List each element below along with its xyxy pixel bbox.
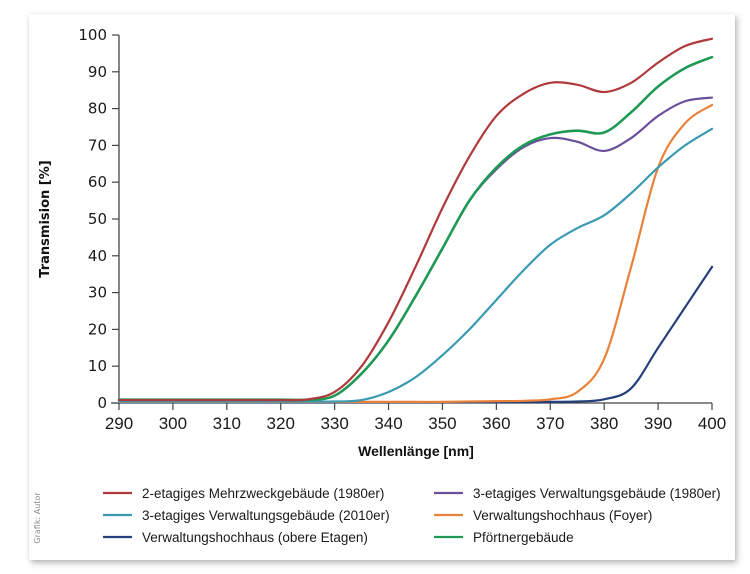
legend-item: 2-etagiges Mehrzweckgebäude (1980er) [103, 486, 384, 501]
y-tick-label: 80 [88, 100, 107, 118]
x-tick-label: 390 [644, 414, 672, 433]
axes: 0 10 20 30 40 50 60 70 80 90 100 290 300 310 320 330 340… [78, 26, 726, 433]
legend-item: Pförtnergebäude [434, 530, 574, 545]
legend-label: Verwaltungshochhaus (obere Etagen) [142, 530, 368, 545]
legend-label: Verwaltungshochhaus (Foyer) [473, 508, 652, 523]
legend-item: Verwaltungshochhaus (Foyer) [434, 508, 652, 523]
y-tick-label: 100 [78, 26, 107, 44]
series-layer [117, 37, 714, 404]
series-line-verwaltungshochhaus-foyer [117, 103, 714, 404]
x-tick-label: 310 [213, 414, 241, 433]
x-tick-label: 290 [105, 414, 133, 433]
x-tick-label: 300 [159, 414, 187, 433]
x-tick-label: 330 [320, 414, 348, 433]
legend: 2-etagiges Mehrzweckgebäude (1980er) 3-et… [103, 486, 721, 545]
legend-label: Pförtnergebäude [473, 530, 574, 545]
y-tick-label: 60 [88, 173, 107, 191]
x-tick-label: 360 [482, 414, 510, 433]
series-line-2-etagiges-mehrzweckgeb-ude-1980er [117, 37, 714, 402]
series-line-3-etagiges-verwaltungsgeb-ude-1980er [117, 96, 714, 402]
x-tick-label: 350 [428, 414, 456, 433]
y-tick-label: 20 [88, 320, 107, 338]
series-line-verwaltungshochhaus-obere-etagen [117, 265, 714, 404]
series-line-pf-rtnergeb-ude [117, 55, 714, 402]
legend-item: 3-etagiges Verwaltungsgebäude (1980er) [434, 486, 721, 501]
legend-label: 2-etagiges Mehrzweckgebäude (1980er) [142, 486, 384, 501]
series-line-3-etagiges-verwaltungsgeb-ude-2010er [117, 127, 714, 403]
legend-item: Verwaltungshochhaus (obere Etagen) [103, 530, 368, 545]
x-axis-title: Wellenlänge [nm] [358, 443, 474, 459]
x-tick-label: 380 [590, 414, 618, 433]
x-tick-label: 370 [536, 414, 564, 433]
x-tick-label: 400 [698, 414, 726, 433]
legend-label: 3-etagiges Verwaltungsgebäude (2010er) [142, 508, 390, 523]
y-tick-label: 30 [88, 284, 107, 302]
y-tick-label: 0 [97, 394, 107, 412]
x-tick-label: 340 [374, 414, 402, 433]
y-tick-label: 10 [88, 357, 107, 375]
y-tick-label: 90 [88, 63, 107, 81]
y-tick-label: 40 [88, 247, 107, 265]
credit-text: Grafik: Autor [33, 492, 42, 544]
chart-card [29, 14, 735, 560]
y-axis-title: Transmision [%] [38, 160, 53, 277]
legend-item: 3-etagiges Verwaltungsgebäude (2010er) [103, 508, 390, 523]
y-tick-label: 50 [88, 210, 107, 228]
y-tick-label: 70 [88, 136, 107, 154]
x-tick-label: 320 [267, 414, 295, 433]
legend-label: 3-etagiges Verwaltungsgebäude (1980er) [473, 486, 721, 501]
